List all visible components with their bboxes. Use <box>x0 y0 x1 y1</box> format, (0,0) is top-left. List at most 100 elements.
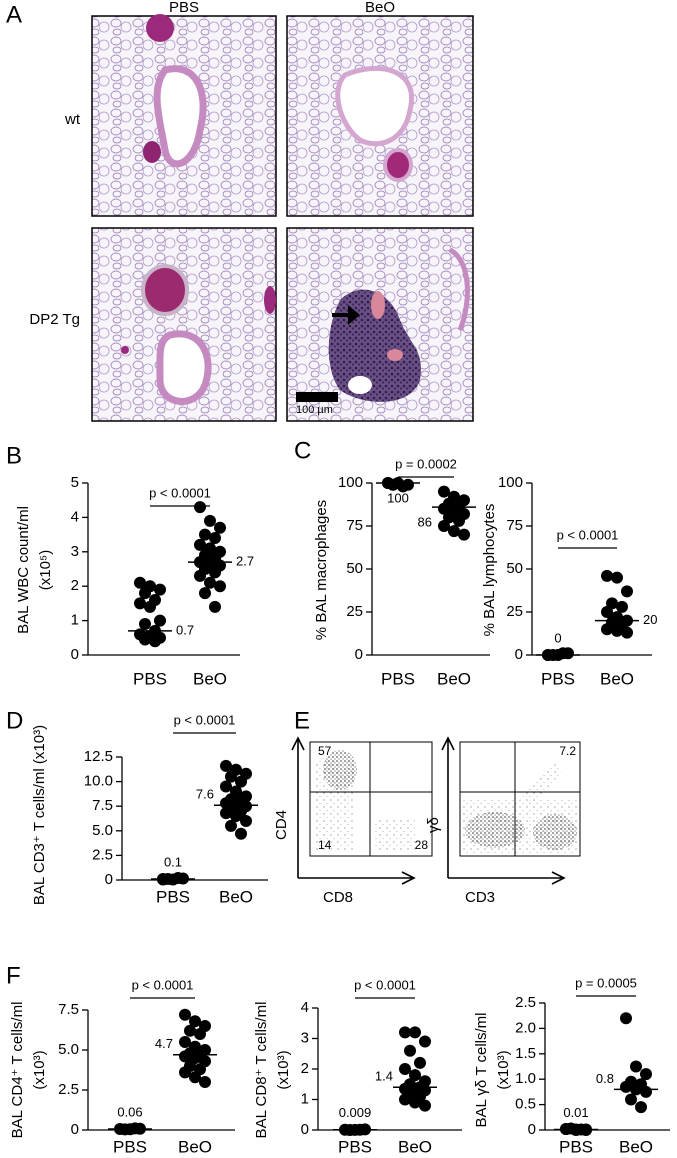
y-tick-label: 100 <box>338 474 363 491</box>
scale-bar-label: 100 µm <box>296 404 333 416</box>
y-tick-label: 7.5 <box>92 797 113 814</box>
axis-label: γδ <box>425 817 442 833</box>
y-axis-label: BAL CD8⁺ T cells/ml <box>253 1002 270 1139</box>
panel-letter: E <box>294 707 310 734</box>
dot <box>214 521 226 534</box>
y-tick-label: 100 <box>498 474 523 491</box>
dot <box>448 525 460 538</box>
y-tick-label: 5.0 <box>58 1041 79 1058</box>
dot <box>209 532 221 545</box>
dot <box>214 580 226 593</box>
dot <box>601 606 613 618</box>
p-value: p < 0.0001 <box>149 485 211 500</box>
y-tick-label: 3 <box>301 1029 309 1046</box>
x-tick-label: BeO <box>193 669 227 688</box>
y-axis-label: (x10⁵) <box>37 550 54 590</box>
y-axis-label: BAL WBC count/ml <box>15 506 32 634</box>
dot <box>625 1093 637 1106</box>
y-tick-label: 2.5 <box>515 994 536 1011</box>
p-value: p = 0.0002 <box>395 456 457 471</box>
y-tick-label: 2.0 <box>515 1019 536 1036</box>
y-tick-label: 25 <box>346 603 363 620</box>
dot <box>399 1026 411 1039</box>
micrograph <box>286 15 474 217</box>
quadrant-value: 14 <box>318 838 332 852</box>
y-axis-label: (x10³) <box>495 1050 512 1089</box>
y-axis-label: (x10³) <box>31 1050 48 1089</box>
dot <box>409 1096 421 1109</box>
quadrant-value: 57 <box>318 744 332 758</box>
dot <box>230 810 242 823</box>
y-tick-label: 3 <box>71 543 79 560</box>
y-tick-label: 0.5 <box>515 1096 536 1113</box>
y-tick-label: 4 <box>301 999 309 1016</box>
quadrant-value: 28 <box>415 838 429 852</box>
y-tick-label: 10.0 <box>84 773 113 790</box>
y-axis-label: BAL CD4⁺ T cells/ml <box>9 1002 26 1139</box>
dot <box>194 501 206 514</box>
panel-letter: C <box>294 437 311 464</box>
dot <box>199 1076 211 1088</box>
flow-plot <box>291 736 433 885</box>
median-label: 1.4 <box>375 1069 393 1084</box>
dot <box>557 647 569 660</box>
axis-label: CD3 <box>465 889 495 906</box>
median-label: 0.7 <box>176 622 194 637</box>
dot <box>220 780 232 793</box>
dot <box>438 485 450 498</box>
dot <box>220 759 232 772</box>
dot <box>621 626 633 639</box>
x-tick-label: BeO <box>437 669 471 688</box>
dot <box>189 1015 201 1028</box>
dot <box>630 1060 642 1073</box>
dot <box>640 1068 652 1081</box>
y-tick-label: 2.5 <box>58 1081 79 1098</box>
x-tick-label: PBS <box>338 1137 372 1156</box>
dot <box>601 569 613 582</box>
dot <box>199 528 211 541</box>
dot <box>204 514 216 527</box>
dot <box>399 1063 411 1075</box>
row-label: DP2 Tg <box>29 311 80 328</box>
y-axis-label: BAL CD3⁺ T cells/ml (x10³) <box>31 725 48 905</box>
column-label: PBS <box>169 0 199 16</box>
median-label: 0.8 <box>596 1071 614 1086</box>
dot <box>419 1035 431 1048</box>
dot <box>139 587 151 600</box>
p-value: p < 0.0001 <box>132 977 194 992</box>
dot <box>635 1101 647 1114</box>
dot <box>235 827 247 840</box>
dot <box>620 1080 632 1093</box>
y-tick-label: 1 <box>301 1090 309 1107</box>
dot <box>209 600 221 613</box>
dot <box>225 819 237 832</box>
dot <box>209 566 221 579</box>
y-tick-label: 2 <box>71 577 79 594</box>
panel-letter: F <box>6 962 21 989</box>
median-label: 20 <box>643 612 657 627</box>
quadrant-value: 7.2 <box>559 744 576 758</box>
dot <box>453 514 465 527</box>
dot <box>438 520 450 532</box>
p-value: p < 0.0001 <box>557 527 619 542</box>
dot <box>204 576 216 589</box>
dot <box>194 1028 206 1040</box>
y-tick-label: 0 <box>105 871 113 888</box>
y-tick-label: 75 <box>506 517 523 534</box>
micrograph <box>91 14 277 217</box>
y-tick-label: 5.0 <box>92 822 113 839</box>
dot <box>458 528 470 541</box>
dot <box>139 633 151 646</box>
dot <box>179 1036 191 1048</box>
dot <box>139 618 151 631</box>
y-tick-label: 5 <box>71 474 79 491</box>
dot <box>199 587 211 600</box>
dot <box>220 807 232 820</box>
dot <box>621 585 633 598</box>
median-label: 86 <box>418 515 432 530</box>
y-tick-label: 75 <box>346 517 363 534</box>
dot <box>240 814 252 827</box>
x-tick-label: PBS <box>381 669 415 688</box>
axis-label: CD4 <box>273 810 290 840</box>
x-tick-label: PBS <box>133 669 167 688</box>
